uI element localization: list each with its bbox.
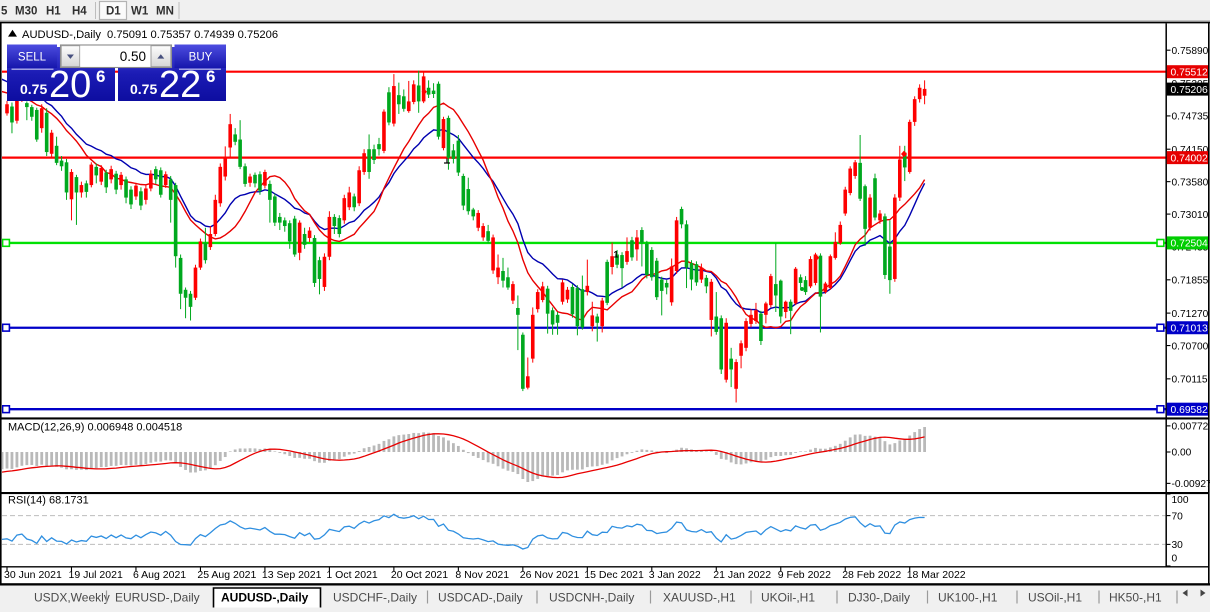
svg-text:6: 6 xyxy=(96,67,105,86)
svg-text:21 Jan 2022: 21 Jan 2022 xyxy=(713,569,771,581)
svg-text:0.75890: 0.75890 xyxy=(1172,46,1209,57)
svg-text:DJ30-,Daily: DJ30-,Daily xyxy=(848,591,910,605)
svg-text:5: 5 xyxy=(1,6,8,18)
svg-text:USDCNH-,Daily: USDCNH-,Daily xyxy=(549,591,634,605)
svg-text:13 Sep 2021: 13 Sep 2021 xyxy=(262,569,322,581)
svg-text:25 Aug 2021: 25 Aug 2021 xyxy=(197,569,256,581)
svg-text:28 Feb 2022: 28 Feb 2022 xyxy=(842,569,901,581)
svg-text:AUDUSD-,Daily: AUDUSD-,Daily xyxy=(22,29,101,41)
svg-text:30 Jun 2021: 30 Jun 2021 xyxy=(4,569,62,581)
svg-text:0.74002: 0.74002 xyxy=(1171,153,1208,164)
svg-text:0.00772: 0.00772 xyxy=(1172,422,1209,433)
svg-text:6 Aug 2021: 6 Aug 2021 xyxy=(133,569,186,581)
svg-text:0.75: 0.75 xyxy=(20,81,47,97)
svg-text:USDX,Weekly: USDX,Weekly xyxy=(34,591,110,605)
svg-text:EURUSD-,Daily: EURUSD-,Daily xyxy=(115,591,200,605)
svg-text:0.50: 0.50 xyxy=(120,49,146,64)
svg-text:0.73580: 0.73580 xyxy=(1172,177,1209,188)
svg-text:USOil-,H1: USOil-,H1 xyxy=(1028,591,1082,605)
svg-text:0.71855: 0.71855 xyxy=(1172,276,1209,287)
svg-text:6: 6 xyxy=(206,67,215,86)
svg-text:1 Oct 2021: 1 Oct 2021 xyxy=(326,569,378,581)
svg-text:0.00: 0.00 xyxy=(1172,448,1192,459)
svg-text:HK50-,H1: HK50-,H1 xyxy=(1109,591,1162,605)
svg-text:XAUUSD-,H1: XAUUSD-,H1 xyxy=(663,591,736,605)
svg-text:9 Feb 2022: 9 Feb 2022 xyxy=(778,569,831,581)
svg-text:AUDUSD-,Daily: AUDUSD-,Daily xyxy=(221,591,309,605)
svg-text:18 Mar 2022: 18 Mar 2022 xyxy=(907,569,966,581)
svg-text:USDCHF-,Daily: USDCHF-,Daily xyxy=(333,591,417,605)
svg-text:0.70700: 0.70700 xyxy=(1172,341,1209,352)
svg-text:22: 22 xyxy=(159,64,201,106)
svg-text:30: 30 xyxy=(1172,540,1184,551)
svg-text:0.74150: 0.74150 xyxy=(1172,145,1209,156)
svg-text:0.69582: 0.69582 xyxy=(1171,405,1208,416)
svg-text:0.71270: 0.71270 xyxy=(1172,309,1209,320)
svg-text:0.74735: 0.74735 xyxy=(1172,112,1209,123)
svg-text:BUY: BUY xyxy=(189,52,213,64)
svg-text:RSI(14) 68.1731: RSI(14) 68.1731 xyxy=(8,495,89,507)
svg-text:0.75: 0.75 xyxy=(130,81,157,97)
svg-text:M30: M30 xyxy=(15,6,37,18)
svg-text:UKOil-,H1: UKOil-,H1 xyxy=(761,591,815,605)
svg-text:H4: H4 xyxy=(72,6,87,18)
svg-text:100: 100 xyxy=(1172,495,1189,506)
svg-text:3 Jan 2022: 3 Jan 2022 xyxy=(649,569,701,581)
svg-text:0.71013: 0.71013 xyxy=(1171,324,1208,335)
svg-text:D1: D1 xyxy=(106,6,121,18)
svg-text:USDCAD-,Daily: USDCAD-,Daily xyxy=(438,591,523,605)
svg-text:26 Nov 2021: 26 Nov 2021 xyxy=(520,569,580,581)
svg-text:20: 20 xyxy=(49,64,91,106)
svg-text:19 Jul 2021: 19 Jul 2021 xyxy=(69,569,123,581)
svg-text:20 Oct 2021: 20 Oct 2021 xyxy=(391,569,448,581)
svg-text:15 Dec 2021: 15 Dec 2021 xyxy=(584,569,644,581)
svg-text:0.75091 0.75357 0.74939 0.7520: 0.75091 0.75357 0.74939 0.75206 xyxy=(107,29,278,41)
svg-text:0.72504: 0.72504 xyxy=(1171,239,1208,250)
svg-text:UK100-,H1: UK100-,H1 xyxy=(938,591,998,605)
svg-text:MN: MN xyxy=(156,6,174,18)
svg-text:0: 0 xyxy=(1172,554,1178,565)
svg-text:W1: W1 xyxy=(131,6,149,18)
svg-text:8 Nov 2021: 8 Nov 2021 xyxy=(455,569,509,581)
svg-text:SELL: SELL xyxy=(18,52,47,64)
svg-text:MACD(12,26,9) 0.006948 0.00451: MACD(12,26,9) 0.006948 0.004518 xyxy=(8,422,182,434)
svg-text:1: 1 xyxy=(614,250,619,260)
svg-text:-0.00927: -0.00927 xyxy=(1172,479,1210,490)
svg-text:0.75206: 0.75206 xyxy=(1171,85,1208,96)
svg-text:H1: H1 xyxy=(46,6,61,18)
svg-text:0.70115: 0.70115 xyxy=(1172,375,1208,386)
svg-text:0.73010: 0.73010 xyxy=(1172,210,1209,221)
svg-text:0.75512: 0.75512 xyxy=(1171,68,1208,79)
svg-text:70: 70 xyxy=(1172,511,1184,522)
